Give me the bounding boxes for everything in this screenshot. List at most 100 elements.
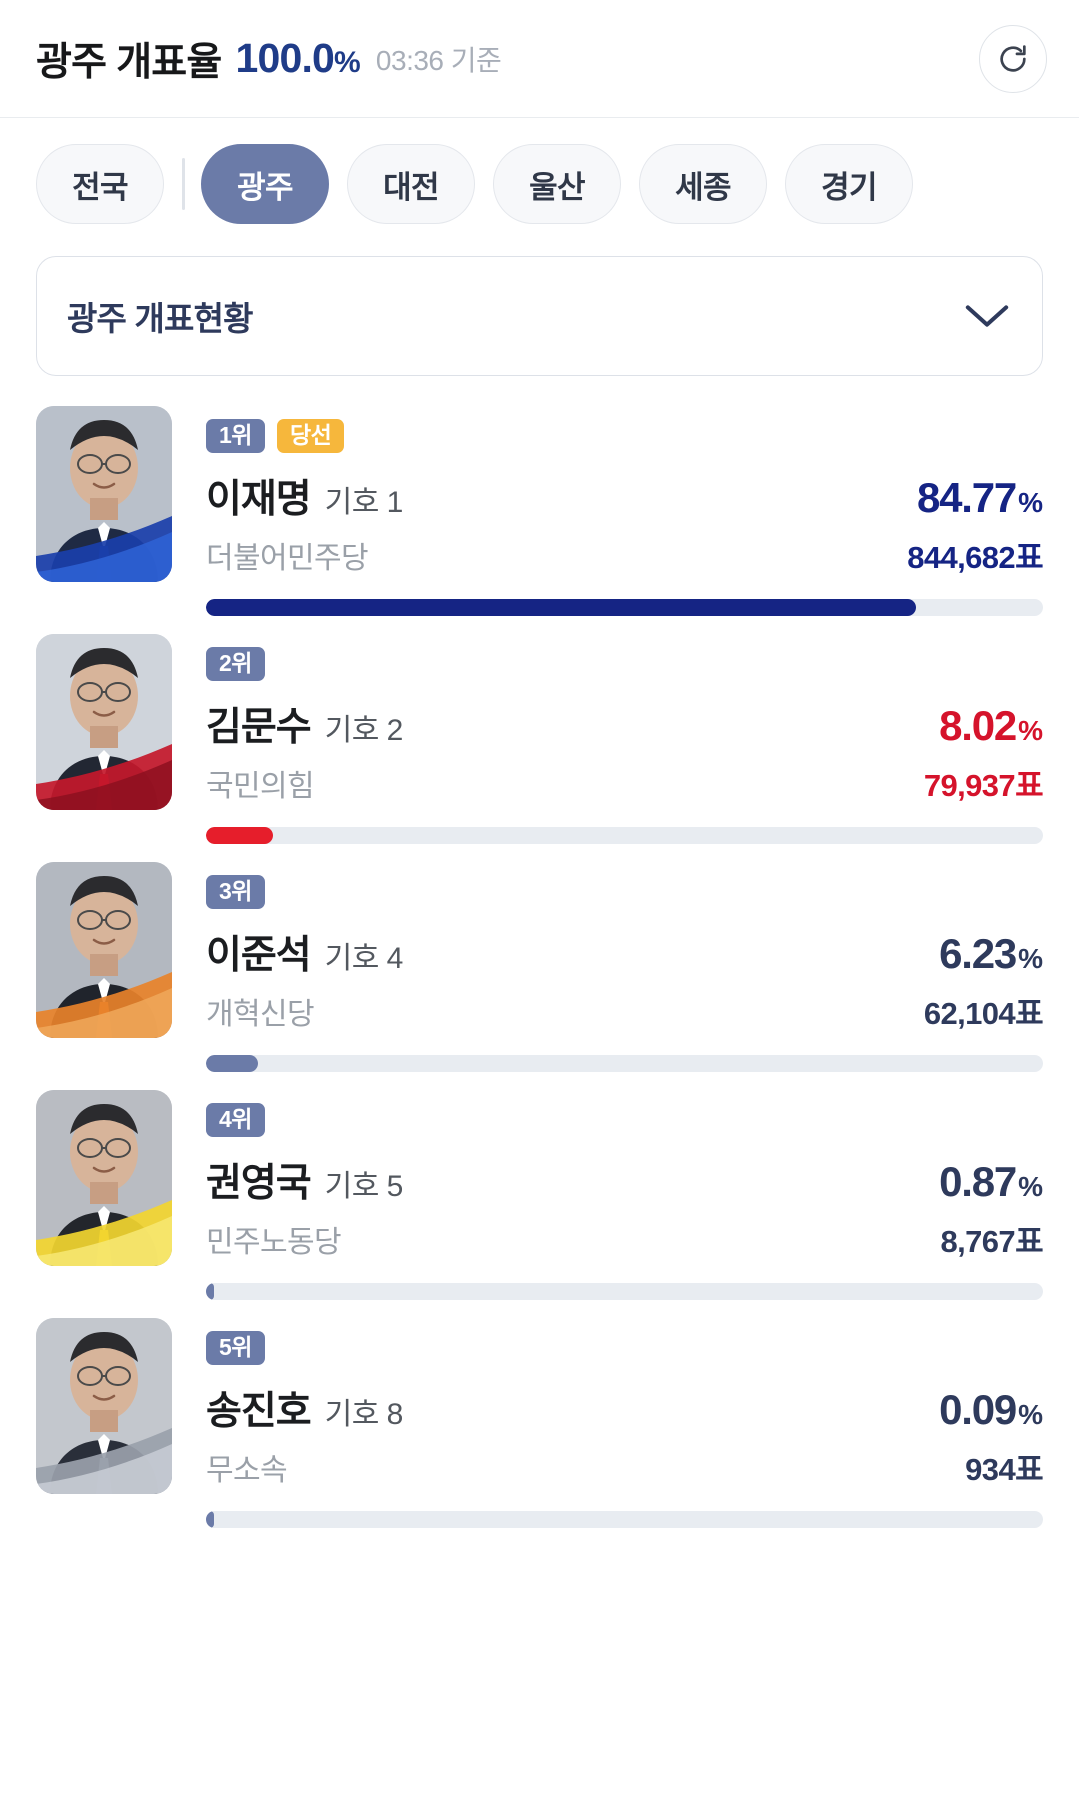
candidate-row[interactable]: 1위 당선 이재명 기호 1 84.77 % 더불어민주당 844,682표 xyxy=(0,406,1079,616)
candidate-row[interactable]: 2위 김문수 기호 2 8.02 % 국민의힘 79,937표 xyxy=(0,634,1079,844)
region-tab-대전[interactable]: 대전 xyxy=(347,144,475,224)
candidate-name-wrap: 김문수 기호 2 xyxy=(206,696,403,752)
candidate-name-row: 김문수 기호 2 8.02 % xyxy=(206,696,1043,752)
candidate-name-row: 권영국 기호 5 0.87 % xyxy=(206,1152,1043,1208)
percent-symbol: % xyxy=(1018,1171,1043,1202)
vote-share-bar-fill xyxy=(206,1283,214,1300)
candidate-info: 4위 권영국 기호 5 0.87 % 민주노동당 8,767표 xyxy=(172,1090,1044,1300)
candidate-name-row: 이재명 기호 1 84.77 % xyxy=(206,468,1043,524)
candidate-info: 2위 김문수 기호 2 8.02 % 국민의힘 79,937표 xyxy=(172,634,1044,844)
tabs-divider xyxy=(182,158,185,210)
vote-share-bar-fill xyxy=(206,1511,214,1528)
candidate-percent: 8.02 xyxy=(939,702,1017,749)
timestamp: 03:36 기준 xyxy=(375,44,502,76)
page-title: 광주 개표율 xyxy=(36,40,222,84)
candidate-percent-wrap: 8.02 % xyxy=(939,702,1043,750)
candidate-party: 무소속 xyxy=(206,1454,288,1487)
candidate-number: 기호 2 xyxy=(324,714,404,747)
candidate-badges: 4위 xyxy=(206,1100,1043,1140)
candidate-votes: 934표 xyxy=(965,1452,1043,1487)
candidate-info: 3위 이준석 기호 4 6.23 % 개혁신당 62,104표 xyxy=(172,862,1044,1072)
candidate-party: 개혁신당 xyxy=(206,998,315,1031)
percent-symbol: % xyxy=(1018,943,1043,974)
region-tab-경기[interactable]: 경기 xyxy=(785,144,913,224)
candidate-photo xyxy=(36,862,172,1038)
candidate-percent: 0.09 xyxy=(939,1386,1017,1433)
region-status-dropdown[interactable]: 광주 개표현황 xyxy=(36,256,1043,376)
dropdown-label: 광주 개표현황 xyxy=(67,300,254,337)
candidate-name: 이준석 xyxy=(206,934,312,977)
candidate-percent-wrap: 0.87 % xyxy=(939,1158,1043,1206)
rank-badge: 4위 xyxy=(206,1103,265,1137)
candidate-photo xyxy=(36,1318,172,1494)
candidate-name: 송진호 xyxy=(206,1390,312,1433)
percent-symbol: % xyxy=(1018,715,1043,746)
region-tab-전국[interactable]: 전국 xyxy=(36,144,164,224)
candidate-percent: 84.77 xyxy=(916,474,1017,521)
candidate-party-row: 무소속 934표 xyxy=(206,1444,1044,1489)
counting-rate-value: 100.0 xyxy=(235,35,335,81)
region-tab-광주[interactable]: 광주 xyxy=(201,144,329,224)
candidate-row[interactable]: 4위 권영국 기호 5 0.87 % 민주노동당 8,767표 xyxy=(0,1090,1079,1300)
vote-share-bar-fill xyxy=(206,1055,259,1072)
candidate-name-wrap: 송진호 기호 8 xyxy=(206,1380,403,1436)
candidate-badges: 1위 당선 xyxy=(206,416,1043,456)
rank-badge: 5위 xyxy=(206,1331,265,1365)
candidate-info: 1위 당선 이재명 기호 1 84.77 % 더불어민주당 844,682표 xyxy=(172,406,1044,616)
counting-rate: 100.0% xyxy=(235,35,361,82)
candidate-party-row: 민주노동당 8,767표 xyxy=(206,1216,1044,1261)
candidate-party-row: 더불어민주당 844,682표 xyxy=(206,532,1044,577)
candidate-photo xyxy=(36,1090,172,1266)
candidate-party-row: 국민의힘 79,937표 xyxy=(206,760,1044,805)
candidate-votes: 79,937표 xyxy=(923,768,1044,803)
candidate-badges: 5위 xyxy=(206,1328,1043,1368)
candidate-percent-wrap: 6.23 % xyxy=(939,930,1043,978)
candidate-name-row: 송진호 기호 8 0.09 % xyxy=(206,1380,1043,1436)
candidate-votes: 844,682표 xyxy=(907,540,1043,575)
candidate-percent-wrap: 84.77 % xyxy=(917,474,1043,522)
rank-badge: 1위 xyxy=(206,419,265,453)
percent-symbol: % xyxy=(1018,487,1043,518)
vote-share-bar-track xyxy=(206,1283,1043,1300)
vote-share-bar-fill xyxy=(206,599,916,616)
candidate-percent: 6.23 xyxy=(939,930,1017,977)
percent-symbol: % xyxy=(1018,1399,1043,1430)
region-tab-세종[interactable]: 세종 xyxy=(639,144,767,224)
candidate-number: 기호 4 xyxy=(324,942,404,975)
candidate-name: 이재명 xyxy=(206,478,312,521)
candidate-percent: 0.87 xyxy=(939,1158,1017,1205)
candidate-name: 권영국 xyxy=(206,1162,312,1205)
candidate-badges: 2위 xyxy=(206,644,1043,684)
candidate-photo xyxy=(36,406,172,582)
candidate-name-wrap: 권영국 기호 5 xyxy=(206,1152,403,1208)
candidate-row[interactable]: 3위 이준석 기호 4 6.23 % 개혁신당 62,104표 xyxy=(0,862,1079,1072)
candidate-votes: 8,767표 xyxy=(940,1224,1044,1259)
candidate-number: 기호 1 xyxy=(324,486,404,519)
candidate-party-row: 개혁신당 62,104표 xyxy=(206,988,1044,1033)
vote-share-bar-fill xyxy=(206,827,274,844)
refresh-button[interactable] xyxy=(979,24,1047,93)
elected-badge: 당선 xyxy=(276,419,345,453)
candidate-party: 더불어민주당 xyxy=(206,542,369,575)
refresh-icon xyxy=(1000,44,1026,72)
candidate-badges: 3위 xyxy=(206,872,1043,912)
candidate-name-row: 이준석 기호 4 6.23 % xyxy=(206,924,1043,980)
vote-share-bar-track xyxy=(206,599,1043,616)
candidate-number: 기호 8 xyxy=(324,1398,404,1431)
rank-badge: 2위 xyxy=(206,647,265,681)
rank-badge: 3위 xyxy=(206,875,265,909)
counting-rate-percent-symbol: % xyxy=(334,46,361,79)
candidate-info: 5위 송진호 기호 8 0.09 % 무소속 934표 xyxy=(172,1318,1044,1528)
candidate-party: 민주노동당 xyxy=(206,1226,342,1259)
vote-share-bar-track xyxy=(206,1511,1043,1528)
region-tab-울산[interactable]: 울산 xyxy=(493,144,621,224)
candidate-party: 국민의힘 xyxy=(206,770,315,803)
region-tabs: 전국 광주 대전 울산 세종 경기 xyxy=(0,118,1079,250)
candidate-name: 김문수 xyxy=(206,706,312,749)
candidate-percent-wrap: 0.09 % xyxy=(939,1386,1043,1434)
vote-share-bar-track xyxy=(206,827,1043,844)
vote-share-bar-track xyxy=(206,1055,1043,1072)
candidate-list: 1위 당선 이재명 기호 1 84.77 % 더불어민주당 844,682표 xyxy=(0,406,1079,1528)
candidate-photo xyxy=(36,634,172,810)
candidate-row[interactable]: 5위 송진호 기호 8 0.09 % 무소속 934표 xyxy=(0,1318,1079,1528)
